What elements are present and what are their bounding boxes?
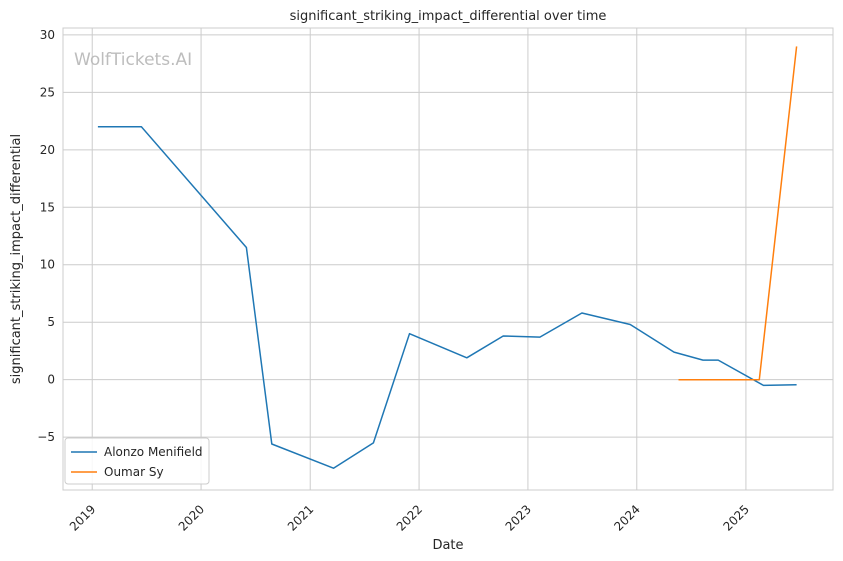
x-tick-label: 2019 (67, 502, 98, 533)
plot-area (62, 27, 834, 491)
series-line-0 (97, 126, 797, 469)
series-line-1 (678, 46, 798, 381)
x-tick-label: 2021 (285, 502, 316, 533)
watermark: WolfTickets.AI (74, 50, 192, 70)
y-tick-label: 15 (40, 200, 55, 214)
legend-label: Alonzo Menifield (104, 445, 203, 459)
x-tick-label: 2025 (721, 502, 752, 533)
x-axis: 2019 2020 2021 2022 2023 2024 2025 (67, 502, 752, 533)
x-tick-label: 2024 (611, 502, 642, 533)
x-tick-label: 2022 (394, 502, 425, 533)
y-axis-title: significant_striking_impact_differential (9, 134, 24, 384)
x-tick-label: 2020 (176, 502, 207, 533)
y-tick-label: 10 (40, 258, 55, 272)
y-axis: −5 0 5 10 15 20 25 30 (37, 28, 55, 444)
legend: Alonzo Menifield Oumar Sy (64, 437, 210, 485)
y-tick-label: −5 (37, 430, 55, 444)
series-lines (97, 46, 798, 469)
y-tick-label: 25 (40, 85, 55, 99)
chart-title: significant_striking_impact_differential… (290, 9, 607, 24)
y-tick-label: 5 (47, 315, 55, 329)
y-tick-label: 0 (47, 373, 55, 387)
x-tick-label: 2023 (503, 502, 534, 533)
legend-label: Oumar Sy (104, 465, 164, 479)
legend-box (64, 437, 210, 485)
grid (63, 28, 833, 490)
x-axis-title: Date (432, 538, 463, 553)
y-tick-label: 20 (40, 143, 55, 157)
y-tick-label: 30 (40, 28, 55, 42)
